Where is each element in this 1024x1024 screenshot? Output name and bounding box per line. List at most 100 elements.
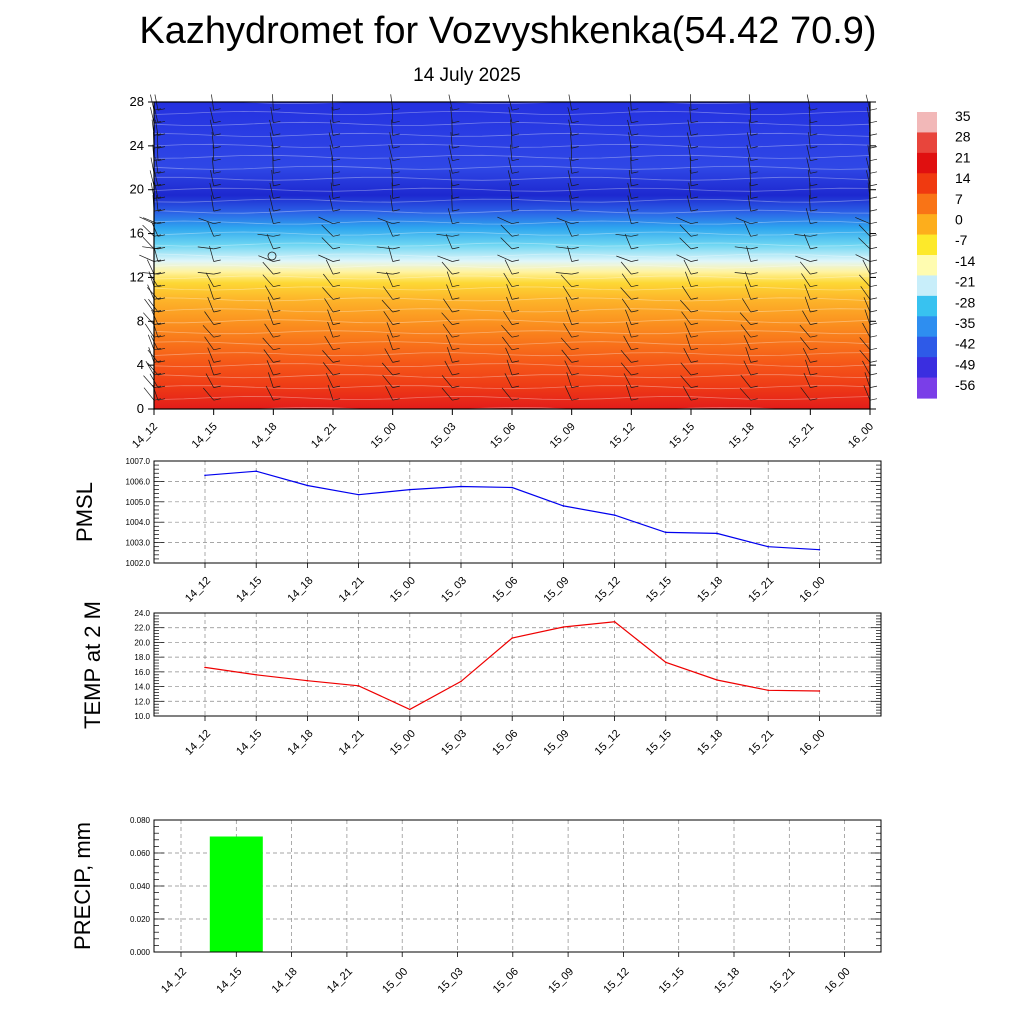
- wind-barb: [560, 337, 572, 351]
- wind-barb-flag: [392, 297, 400, 300]
- wind-barb: [257, 233, 274, 237]
- wind-barb-flag: [273, 322, 281, 325]
- wind-barb-flag: [571, 360, 579, 363]
- wind-barb: [566, 372, 573, 388]
- wind-barb: [749, 106, 752, 123]
- wind-barb-flag: [511, 373, 520, 376]
- wind-barb: [805, 208, 811, 224]
- wind-barb-flag: [869, 133, 878, 136]
- wind-barb-flag: [273, 259, 281, 262]
- wind-barb: [683, 348, 692, 363]
- wind-barb: [747, 157, 752, 174]
- wind-barb: [567, 182, 573, 199]
- wind-barb-flag: [631, 297, 639, 300]
- wind-barb-flag: [273, 347, 281, 351]
- y-tick-label: 12: [130, 269, 144, 284]
- wind-barb-flag: [213, 133, 221, 136]
- wind-barb: [806, 145, 811, 161]
- x-tick-label: 15_21: [786, 421, 816, 451]
- wind-barb: [324, 298, 334, 313]
- wind-barb: [746, 132, 752, 149]
- data-point: [665, 531, 667, 534]
- x-tick-label: 14_12: [159, 966, 189, 996]
- colorbar-swatch: [917, 316, 937, 338]
- wind-barb-flag: [571, 284, 579, 288]
- colorbar-label: -35: [955, 315, 975, 331]
- wind-barb: [503, 310, 513, 325]
- wind-barb-flag: [511, 322, 520, 325]
- wind-barb-flag: [511, 398, 520, 401]
- wind-barb-flag: [273, 297, 281, 300]
- wind-barb-flag: [869, 184, 878, 187]
- wind-barb: [623, 373, 632, 388]
- x-tick-label: 15_06: [488, 421, 518, 451]
- y-tick-label: 8: [137, 313, 144, 328]
- wind-barb-flag: [452, 284, 460, 288]
- wind-barb-flag: [273, 146, 281, 149]
- data-point: [306, 484, 309, 487]
- wind-barb: [445, 334, 453, 350]
- wind-barb-flag: [511, 146, 520, 149]
- colorbar-label: 35: [955, 108, 971, 124]
- wind-barb-flag: [213, 120, 221, 124]
- wind-barb: [386, 271, 394, 287]
- wind-barb-flag: [750, 158, 758, 162]
- wind-barb: [263, 349, 274, 363]
- wind-barb-flag: [631, 335, 639, 338]
- wind-barb: [321, 237, 334, 250]
- wind-barb: [144, 323, 155, 338]
- wind-barb-flag: [810, 108, 818, 111]
- wind-barb-flag: [631, 398, 639, 401]
- wind-barb: [749, 182, 752, 199]
- wind-barb-flag: [153, 221, 162, 225]
- wind-barb: [627, 195, 632, 212]
- wind-barb-flag: [631, 209, 639, 212]
- wind-barb-flag: [273, 234, 281, 237]
- wind-barb-flag: [332, 373, 341, 376]
- wind-barb: [686, 132, 692, 149]
- wind-barb: [620, 362, 632, 376]
- wind-barb: [139, 216, 155, 225]
- wind-barb-flag: [810, 385, 818, 388]
- wind-barb-flag: [869, 347, 878, 351]
- wind-barb: [327, 384, 334, 401]
- x-tick-label: 15_15: [657, 966, 687, 996]
- wind-barb: [388, 145, 394, 161]
- wind-barb-flag: [213, 184, 221, 187]
- wind-barb-flag: [511, 347, 520, 351]
- wind-barb: [448, 144, 453, 161]
- wind-barb: [144, 298, 155, 313]
- wind-barb-flag: [750, 184, 758, 187]
- wind-barb-flag: [690, 310, 699, 313]
- wind-barb: [446, 271, 453, 287]
- wind-barb-flag: [157, 234, 166, 237]
- wind-barb: [437, 255, 453, 262]
- wind-barb: [322, 362, 334, 376]
- wind-barb-flag: [273, 360, 281, 363]
- wind-barb: [211, 132, 215, 149]
- wind-barb: [621, 273, 632, 287]
- wind-barb-flag: [631, 272, 639, 275]
- y-tick-label: 28: [130, 94, 144, 109]
- wind-barb: [564, 360, 573, 376]
- heatmap-panel: 0 4 8 12 16 20 24 28 14_12 14_15 14_18 14_21 15_00 15…: [130, 94, 878, 451]
- x-tick-label: 15_18: [695, 575, 725, 605]
- wind-barb: [803, 233, 811, 250]
- wind-barb-flag: [511, 360, 520, 363]
- y-axis-label: TEMP at 2 M: [80, 601, 105, 729]
- wind-barb-flag: [690, 373, 699, 376]
- wind-barb: [510, 144, 513, 161]
- wind-barb-flag: [157, 184, 166, 187]
- wind-barb: [802, 347, 811, 363]
- wind-barb: [742, 298, 751, 313]
- wind-barb-flag: [571, 133, 579, 136]
- wind-barb-flag: [690, 247, 699, 250]
- wind-barb: [142, 272, 159, 275]
- wind-barb-flag: [452, 335, 460, 338]
- wind-barb: [387, 334, 394, 350]
- wind-barb-flag: [631, 284, 639, 288]
- wind-barb: [621, 298, 632, 313]
- x-tick-label: 15_03: [439, 728, 469, 758]
- wind-barb-flag: [332, 335, 341, 338]
- data-point: [460, 485, 462, 488]
